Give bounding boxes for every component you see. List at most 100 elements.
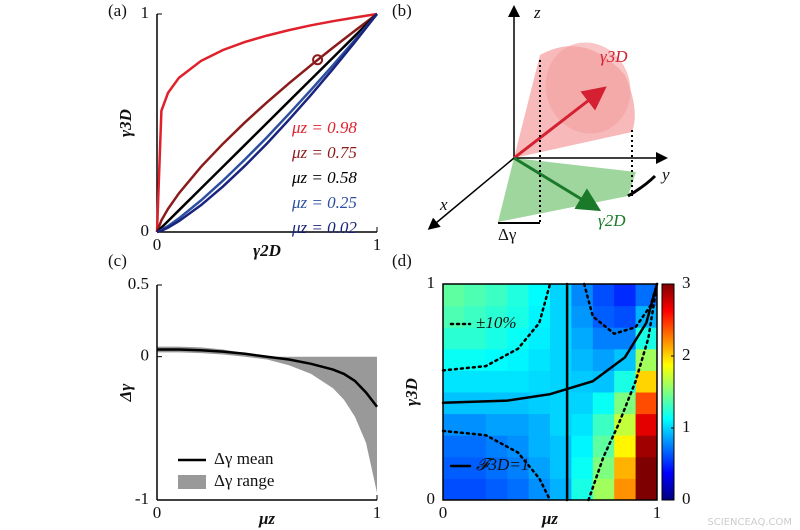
heatmap-cell bbox=[443, 348, 465, 371]
y-tick-label: 1 bbox=[141, 3, 150, 22]
heatmap-cell bbox=[485, 392, 508, 415]
heatmap-cell bbox=[507, 348, 530, 371]
heatmap-cell bbox=[592, 413, 615, 436]
heatmap-cell bbox=[485, 327, 508, 350]
legend-entry: μz = 0.02 bbox=[291, 218, 357, 237]
legend-entry: μz = 0.58 bbox=[291, 168, 357, 187]
watermark: SCIENCEAQ.COM bbox=[707, 517, 792, 528]
heatmap-cell bbox=[443, 478, 465, 501]
vector-3d bbox=[513, 86, 607, 160]
label-x: x bbox=[439, 195, 448, 214]
heatmap-cell bbox=[507, 370, 530, 393]
heatmap-cell bbox=[635, 413, 658, 436]
y-tick-label: 1 bbox=[427, 273, 436, 292]
legend-entry: ±10% bbox=[476, 313, 517, 332]
heatmap-cell bbox=[507, 435, 530, 458]
heatmap-cell bbox=[635, 348, 658, 371]
label-gamma-3d: γ3D bbox=[600, 47, 628, 66]
y-tick-label: 0 bbox=[141, 221, 150, 240]
x-tick-label: 0 bbox=[153, 235, 162, 254]
legend-entry: μz = 0.25 bbox=[291, 193, 357, 212]
heatmap-cell bbox=[550, 348, 572, 371]
heatmap-cell bbox=[571, 327, 594, 350]
label-gamma-2d: γ2D bbox=[598, 211, 626, 230]
x-axis-label: γ2D bbox=[253, 241, 281, 260]
heatmap-cell bbox=[614, 392, 637, 415]
panel-label: (a) bbox=[108, 1, 127, 20]
heatmap-cell bbox=[528, 327, 551, 350]
frame bbox=[442, 283, 658, 501]
y-tick-label: 0 bbox=[427, 489, 436, 508]
heatmap-cell bbox=[528, 478, 551, 501]
heatmap-cell bbox=[464, 305, 487, 328]
heatmap-cell bbox=[550, 327, 572, 350]
heatmap-cell bbox=[635, 478, 658, 501]
heatmap-cell bbox=[635, 456, 658, 479]
heatmap-cell bbox=[443, 435, 465, 458]
heatmap-cell bbox=[592, 456, 615, 479]
heatmap-cell bbox=[443, 284, 465, 307]
legend-entry: 𝓕3D=1 bbox=[476, 455, 529, 474]
x-axis-label: μz bbox=[541, 509, 558, 528]
heatmap-cell bbox=[614, 456, 637, 479]
y-tick-label: -1 bbox=[135, 489, 149, 508]
heatmap-cell bbox=[485, 478, 508, 501]
heatmap-cell bbox=[443, 413, 465, 436]
heatmap-cell bbox=[507, 284, 530, 307]
legend-entry: μz = 0.98 bbox=[291, 118, 357, 137]
label-y: y bbox=[660, 165, 670, 184]
x-axis bbox=[427, 157, 515, 230]
legend-entry: μz = 0.75 bbox=[291, 143, 357, 162]
line bbox=[156, 13, 378, 234]
heatmap-cell bbox=[507, 413, 530, 436]
heatmap-cell bbox=[592, 327, 615, 350]
heatmap-cell bbox=[571, 478, 594, 501]
panel-b-diagram: z y x γ3D γ2D Δγ (b) bbox=[392, 1, 670, 244]
heatmap-cell bbox=[443, 305, 465, 328]
legend-swatch bbox=[178, 475, 206, 489]
contour-line bbox=[441, 282, 659, 502]
heatmap-cell bbox=[614, 348, 637, 371]
x-tick-label: 1 bbox=[373, 235, 382, 254]
heatmap-cell bbox=[528, 370, 551, 393]
heatmap-cell bbox=[528, 413, 551, 436]
y-axis-label: γ3D bbox=[402, 378, 421, 406]
x-tick-label: 1 bbox=[373, 503, 382, 522]
line bbox=[157, 348, 378, 408]
legend-entry: Δγ mean bbox=[214, 449, 274, 468]
heatmap-cell bbox=[571, 392, 594, 415]
heatmap-cell bbox=[550, 284, 572, 307]
heatmap-cell bbox=[485, 456, 508, 479]
heatmap-cell bbox=[464, 456, 487, 479]
line bbox=[156, 13, 378, 234]
heatmap-cell bbox=[528, 348, 551, 371]
heatmap-cell bbox=[464, 413, 487, 436]
heatmap-cell bbox=[592, 284, 615, 307]
heatmap-cell bbox=[635, 435, 658, 458]
heatmap-cell bbox=[550, 305, 572, 328]
heatmap-cell bbox=[464, 435, 487, 458]
y-tick-label: 0.5 bbox=[128, 274, 149, 293]
heatmap-cell bbox=[614, 370, 637, 393]
line bbox=[155, 13, 378, 233]
heatmap-cell bbox=[614, 435, 637, 458]
heatmap-cell bbox=[464, 284, 487, 307]
panel-label: (d) bbox=[392, 251, 412, 270]
heatmap-cell bbox=[507, 456, 530, 479]
heatmap-cell bbox=[635, 392, 658, 415]
heatmap-cell bbox=[507, 392, 530, 415]
vector-2d bbox=[513, 156, 602, 212]
heatmap-cell bbox=[528, 456, 551, 479]
highlight-point bbox=[312, 54, 324, 66]
heatmap-cell bbox=[464, 327, 487, 350]
legend-entry: Δγ range bbox=[214, 471, 274, 490]
heatmap-cell bbox=[464, 392, 487, 415]
heatmap-cell bbox=[550, 456, 572, 479]
colorbar bbox=[661, 283, 675, 501]
label-delta: Δγ bbox=[498, 225, 517, 244]
panel-label: (b) bbox=[392, 1, 412, 20]
x-tick-label: 0 bbox=[439, 503, 448, 522]
label-z: z bbox=[533, 3, 541, 22]
arc bbox=[627, 174, 657, 198]
